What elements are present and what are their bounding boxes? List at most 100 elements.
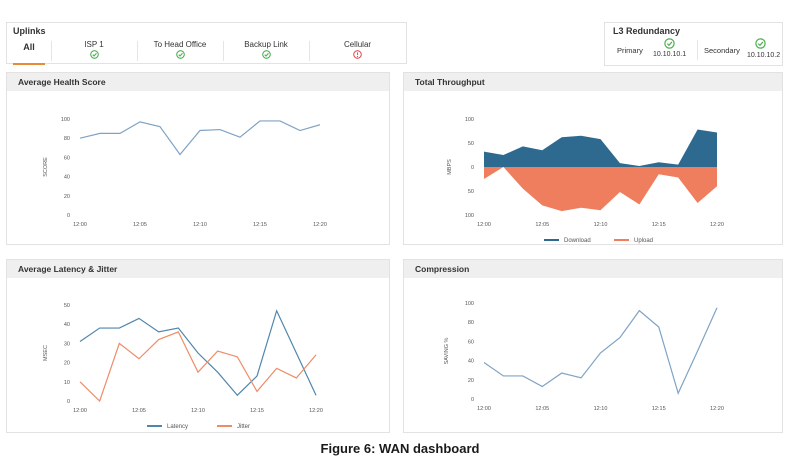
legend-swatch [147, 425, 162, 427]
x-tick-label: 12:10 [594, 406, 608, 412]
x-tick-label: 12:00 [73, 222, 87, 228]
y-tick-label: 0 [67, 213, 70, 219]
line-series [79, 120, 321, 156]
y-tick-label: 80 [468, 320, 474, 326]
y-tick-label: 20 [64, 194, 70, 200]
tab-label: To Head Office [153, 40, 207, 49]
secondary-label: Secondary [704, 46, 740, 55]
latency-jitter-chart: 0 10 20 30 40 50 12:00 12:05 12:10 12:15 12:20 MSEC… [43, 303, 323, 430]
tab-label: All [23, 42, 35, 52]
y-tick-label: 0 [67, 399, 70, 405]
redundancy-title: L3 Redundancy [613, 26, 681, 36]
latency-jitter-panel: Average Latency & Jitter 0 10 20 30 40 50 12:0… [6, 259, 390, 433]
y-tick-label: 50 [64, 303, 70, 309]
check-circle-icon [89, 50, 99, 59]
y-tick-label: 60 [468, 339, 474, 345]
y-axis-label: SCORE [43, 157, 49, 177]
tab-label: ISP 1 [84, 40, 104, 49]
legend-swatch [614, 239, 629, 241]
y-tick-label: 60 [64, 155, 70, 161]
secondary-ip: 10.10.10.2 [747, 52, 781, 59]
check-circle-icon [261, 50, 271, 59]
x-tick-label: 12:05 [132, 408, 146, 414]
y-tick-label: 20 [64, 361, 70, 367]
alert-circle-icon [353, 50, 362, 59]
x-tick-label: 12:00 [477, 406, 491, 412]
l3-redundancy-panel: L3 Redundancy Primary 10.10.10.1 Seconda… [604, 22, 783, 66]
x-tick-label: 12:00 [477, 222, 491, 228]
area-series-download [484, 129, 717, 167]
check-circle-icon [755, 38, 766, 49]
panel-title: Total Throughput [404, 73, 782, 91]
tab-label: Backup Link [244, 40, 288, 49]
health-score-chart: 0 20 40 60 80 100 12:00 12:05 12:10 12:15 12:20 SCO… [43, 117, 327, 228]
y-tick-label: 40 [468, 359, 474, 365]
legend-label: Jitter [237, 424, 250, 430]
figure-caption: Figure 6: WAN dashboard [320, 441, 480, 456]
legend-swatch [217, 425, 232, 427]
x-tick-label: 12:05 [133, 222, 147, 228]
x-tick-label: 12:20 [710, 222, 724, 228]
x-tick-label: 12:15 [652, 222, 666, 228]
y-tick-label: 100 [465, 213, 474, 219]
tab-isp-1[interactable]: ISP 1 [51, 37, 137, 64]
x-tick-label: 12:10 [193, 222, 207, 228]
health-score-panel: Average Health Score 0 20 40 60 80 100 12:00 12… [6, 72, 390, 245]
x-tick-label: 12:15 [250, 408, 264, 414]
line-series [483, 307, 718, 395]
x-tick-label: 12:20 [313, 222, 327, 228]
tab-to-head-office[interactable]: To Head Office [137, 37, 223, 64]
y-tick-label: 50 [468, 141, 474, 147]
tab-backup-link[interactable]: Backup Link [223, 37, 309, 64]
y-tick-label: 0 [471, 165, 474, 171]
compression-chart: 0 20 40 60 80 100 12:00 12:05 12:10 12:15 12:20 SAV… [444, 301, 724, 412]
legend-label: Download [564, 238, 591, 244]
y-axis-label: MBPS [447, 159, 453, 175]
primary-ip: 10.10.10.1 [653, 51, 687, 58]
y-tick-label: 40 [64, 175, 70, 181]
tab-cellular[interactable]: Cellular [309, 37, 406, 64]
divider [697, 40, 698, 60]
panel-title: Average Latency & Jitter [7, 260, 389, 278]
line-series-jitter [79, 331, 317, 403]
y-tick-label: 80 [64, 136, 70, 142]
tab-label: Cellular [343, 40, 372, 49]
panel-title: Average Health Score [7, 73, 389, 91]
primary-label: Primary [617, 46, 643, 55]
x-tick-label: 12:15 [253, 222, 267, 228]
check-circle-icon [664, 38, 675, 49]
y-tick-label: 30 [64, 341, 70, 347]
y-axis-label: MSEC [43, 345, 49, 361]
y-tick-label: 40 [64, 322, 70, 328]
y-tick-label: 0 [471, 397, 474, 403]
y-tick-label: 100 [465, 117, 474, 123]
y-tick-label: 100 [465, 301, 474, 307]
legend-swatch [544, 239, 559, 241]
area-series-upload [484, 167, 717, 212]
compression-panel: Compression 0 20 40 60 80 100 12:00 12:05 12:10 1… [403, 259, 783, 433]
y-tick-label: 100 [61, 117, 70, 123]
x-tick-label: 12:10 [191, 408, 205, 414]
x-tick-label: 12:05 [535, 406, 549, 412]
x-tick-label: 12:05 [535, 222, 549, 228]
y-tick-label: 10 [64, 380, 70, 386]
tab-all[interactable]: All [7, 37, 51, 65]
x-tick-label: 12:15 [652, 406, 666, 412]
y-tick-label: 50 [468, 189, 474, 195]
y-tick-label: 20 [468, 378, 474, 384]
check-circle-icon [175, 50, 185, 59]
uplinks-tabs: All ISP 1 To Head Office Backup Link Cel… [7, 37, 406, 65]
uplinks-title: Uplinks [13, 26, 46, 36]
x-tick-label: 12:20 [309, 408, 323, 414]
legend-label: Latency [167, 424, 188, 430]
legend-label: Upload [634, 238, 653, 244]
throughput-panel: Total Throughput 100 50 0 50 100 12:00 12:05 12… [403, 72, 783, 245]
panel-title: Compression [404, 260, 782, 278]
x-tick-label: 12:10 [594, 222, 608, 228]
line-series-latency [79, 309, 317, 397]
x-tick-label: 12:20 [710, 406, 724, 412]
y-axis-label: SAVING % [444, 337, 450, 364]
x-tick-label: 12:00 [73, 408, 87, 414]
uplinks-panel: Uplinks All ISP 1 To Head Office Backup … [6, 22, 407, 65]
